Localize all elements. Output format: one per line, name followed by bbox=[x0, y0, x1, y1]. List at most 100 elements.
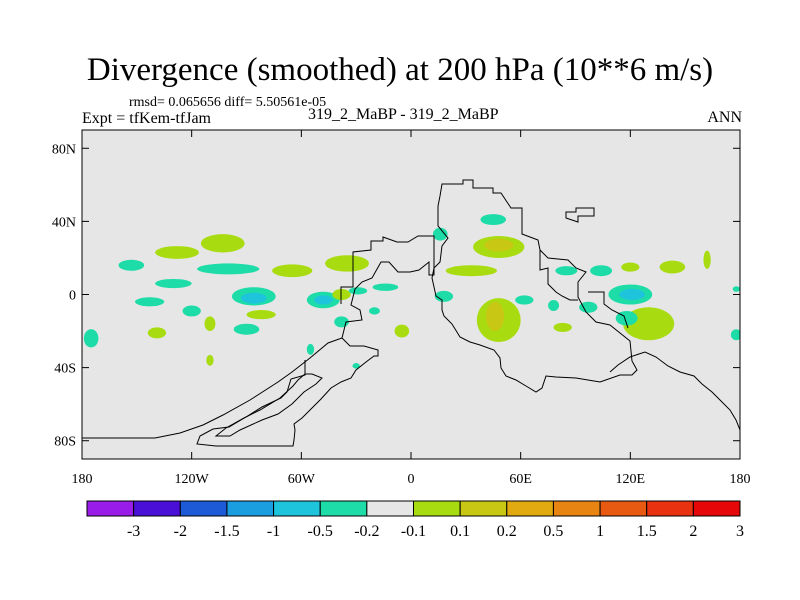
anomaly-region bbox=[155, 246, 199, 259]
anomaly-region bbox=[619, 289, 645, 300]
anomaly-region bbox=[306, 343, 315, 355]
colorbar-label: 2 bbox=[689, 523, 697, 540]
anomaly-region bbox=[515, 295, 534, 305]
latitude-tick-labels: 80N 40N 0 40S 80S bbox=[52, 142, 76, 449]
colorbar-swatch bbox=[506, 500, 554, 517]
colorbar-label: -0.1 bbox=[401, 523, 426, 540]
coastline-outlines bbox=[82, 179, 740, 459]
anomaly-region bbox=[553, 322, 572, 332]
coastline-inner-sa bbox=[214, 373, 323, 437]
colorbar-label: -2 bbox=[174, 523, 187, 540]
rmsd-diff-stats: rmsd= 0.065656 diff= 5.50561e-05 bbox=[129, 95, 327, 110]
colorbar-swatch bbox=[413, 500, 461, 517]
anomaly-region bbox=[83, 329, 99, 348]
colorbar-label: 1.5 bbox=[637, 523, 657, 540]
anomaly-region bbox=[204, 316, 216, 332]
y-tick-label: 0 bbox=[69, 289, 76, 304]
anomaly-region bbox=[485, 301, 505, 332]
y-tick-label: 80N bbox=[52, 142, 76, 157]
colorbar-label: 0.2 bbox=[497, 523, 517, 540]
colorbar-label: 1 bbox=[596, 523, 604, 540]
colorbar-label: -1 bbox=[267, 523, 280, 540]
anomaly-region bbox=[434, 290, 454, 302]
anomaly-region bbox=[732, 286, 740, 292]
colorbar-label: 0.1 bbox=[450, 523, 470, 540]
season-label: ANN bbox=[707, 109, 742, 126]
coastline-se-asia bbox=[588, 291, 629, 329]
coastline-eurasia-africa bbox=[431, 179, 638, 393]
colorbar-swatch bbox=[86, 500, 135, 517]
colorbar-swatch bbox=[179, 500, 228, 517]
colorbar-label: -0.2 bbox=[354, 523, 379, 540]
anomaly-region bbox=[206, 354, 214, 366]
coastline-americas bbox=[82, 235, 435, 439]
anomaly-region bbox=[590, 265, 613, 277]
anomaly-region bbox=[372, 283, 399, 291]
colorbar-label: -3 bbox=[127, 523, 140, 540]
experiment-label: Expt = tfKem-tfJam bbox=[82, 110, 211, 127]
anomaly-region bbox=[332, 289, 351, 300]
x-tick-label: 0 bbox=[408, 472, 415, 487]
colorbar-label: -1.5 bbox=[214, 523, 239, 540]
anomaly-region bbox=[182, 305, 201, 317]
anomaly-region bbox=[548, 299, 560, 311]
coastline-greenland bbox=[565, 207, 595, 223]
anomaly-region bbox=[197, 263, 260, 275]
anomaly-region bbox=[480, 214, 507, 226]
colorbar-label: 3 bbox=[736, 523, 744, 540]
x-tick-label: 120W bbox=[175, 472, 210, 487]
anomaly-region bbox=[484, 238, 514, 252]
anomaly-region bbox=[659, 260, 686, 274]
anomaly-region bbox=[272, 264, 313, 278]
plot-title: Divergence (smoothed) at 200 hPa (10**6 … bbox=[86, 52, 714, 88]
anomaly-region bbox=[394, 324, 410, 338]
coastline-australia bbox=[609, 351, 740, 459]
colorbar-swatch bbox=[599, 500, 648, 517]
anomaly-region bbox=[730, 329, 740, 341]
anomaly-region bbox=[621, 262, 640, 272]
x-tick-label: 120E bbox=[616, 472, 646, 487]
colorbar-swatch bbox=[646, 500, 694, 517]
anomaly-region bbox=[352, 363, 360, 369]
colorbar-label: 0.5 bbox=[543, 523, 563, 540]
colorbar-labels: -3 -2 -1.5 -1 -0.5 -0.2 -0.1 0.1 0.2 0.5 1 1.5 2 3 bbox=[127, 523, 744, 540]
anomaly-region bbox=[135, 297, 165, 307]
anomaly-region bbox=[118, 259, 145, 271]
colorbar-swatch bbox=[552, 500, 601, 517]
x-tick-label: 60E bbox=[509, 472, 532, 487]
anomaly-region bbox=[246, 310, 276, 320]
x-tick-label: 180 bbox=[730, 472, 751, 487]
anomaly-region bbox=[241, 292, 267, 304]
colorbar-swatch bbox=[459, 500, 508, 517]
anomaly-region bbox=[348, 287, 368, 295]
colorbar-swatch bbox=[692, 500, 741, 517]
anomaly-region bbox=[147, 327, 167, 339]
anomaly-region bbox=[325, 255, 369, 272]
axis-ticks bbox=[81, 130, 741, 459]
anomaly-region bbox=[432, 227, 448, 241]
coastline-southern bbox=[196, 337, 379, 447]
x-tick-label: 180 bbox=[72, 472, 93, 487]
anomaly-region bbox=[155, 278, 192, 289]
colorbar-swatch bbox=[133, 500, 181, 517]
colorbar-label: -0.5 bbox=[308, 523, 333, 540]
anomaly-region bbox=[368, 307, 380, 315]
y-tick-label: 40N bbox=[52, 215, 76, 230]
x-tick-label: 60W bbox=[288, 472, 316, 487]
anomaly-region bbox=[314, 295, 333, 305]
anomaly-region bbox=[579, 301, 598, 313]
anomaly-region bbox=[200, 234, 245, 253]
colorbar bbox=[86, 500, 741, 517]
anomaly-region bbox=[703, 250, 711, 269]
case-comparison-label: 319_2_MaBP - 319_2_MaBP bbox=[308, 106, 499, 123]
colorbar-swatch bbox=[273, 500, 321, 517]
coastline-asia-east bbox=[539, 250, 578, 301]
anomaly-region bbox=[445, 265, 497, 277]
anomaly-region bbox=[555, 266, 578, 276]
anomaly-region bbox=[233, 323, 260, 335]
y-tick-label: 40S bbox=[54, 362, 76, 377]
colorbar-swatch bbox=[319, 500, 368, 517]
colorbar-swatch bbox=[366, 500, 415, 517]
colorbar-swatch bbox=[226, 500, 275, 517]
